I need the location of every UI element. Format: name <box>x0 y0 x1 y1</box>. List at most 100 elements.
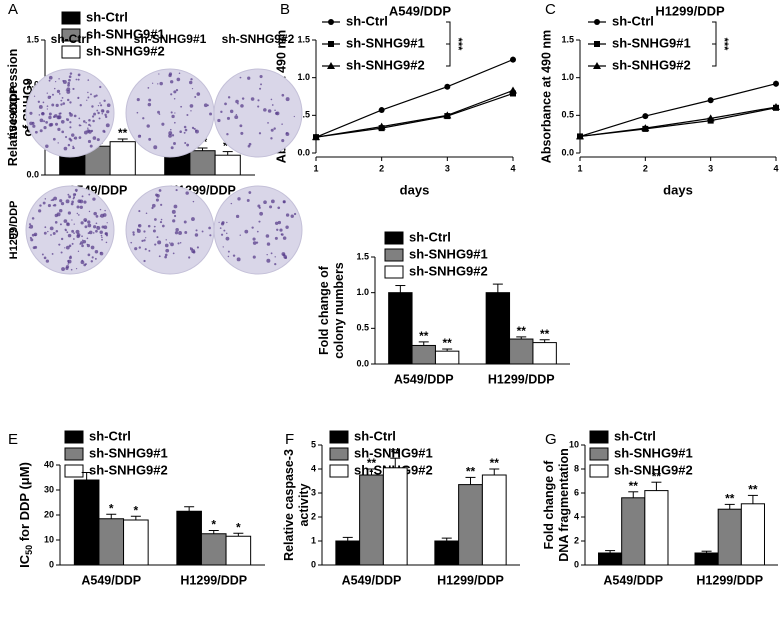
colony <box>92 197 96 201</box>
colony <box>66 87 71 92</box>
y-tick-label: 0.5 <box>356 323 369 333</box>
colony <box>77 78 80 81</box>
y-tick-label: 30 <box>44 484 54 494</box>
colony <box>171 114 175 119</box>
colony <box>227 250 230 253</box>
panel-letter: G <box>545 431 557 448</box>
bar <box>644 490 669 566</box>
colony <box>263 108 267 112</box>
colony <box>85 121 87 124</box>
colony <box>234 115 239 120</box>
colony <box>156 236 159 239</box>
colony <box>157 240 162 245</box>
y-axis-label-part: for DDP (μM) <box>17 462 32 545</box>
bar <box>458 484 483 566</box>
colony <box>240 131 244 135</box>
colony <box>259 87 262 90</box>
legend-label: sh-SNHG9#2 <box>612 57 691 72</box>
legend-swatch <box>64 447 84 461</box>
y-tick-label: 0.0 <box>297 147 310 157</box>
colony-dish <box>213 185 303 275</box>
point <box>772 103 780 111</box>
colony <box>67 81 71 85</box>
point <box>642 113 649 120</box>
colony <box>103 225 108 230</box>
colony <box>160 218 163 221</box>
colony <box>48 75 53 80</box>
colony <box>73 114 77 118</box>
colony <box>276 228 279 231</box>
point <box>641 124 650 132</box>
colony <box>148 249 151 252</box>
colony <box>93 95 96 98</box>
x-tick-label: 3 <box>708 163 713 173</box>
colony <box>48 79 51 82</box>
colony <box>60 251 63 254</box>
colony <box>138 246 141 249</box>
colony <box>65 245 70 250</box>
x-tick-label: 1 <box>313 163 318 173</box>
colony <box>186 113 189 117</box>
legend-swatch <box>61 28 81 42</box>
legend-swatch <box>64 464 84 478</box>
x-tick-label: 3 <box>445 163 450 173</box>
colony <box>152 229 156 233</box>
significance: ** <box>725 492 735 506</box>
bar <box>359 474 384 566</box>
colony <box>141 239 144 242</box>
colony <box>219 227 222 229</box>
legend-swatch <box>61 11 81 25</box>
y-tick-label: 40 <box>44 459 54 469</box>
colony <box>74 193 77 196</box>
colony <box>44 226 47 229</box>
point <box>443 111 452 119</box>
colony <box>59 199 63 203</box>
colony <box>154 243 157 246</box>
colony <box>47 230 49 233</box>
colony <box>64 247 66 249</box>
colony <box>217 118 221 123</box>
colony <box>257 204 261 208</box>
colony <box>161 122 165 126</box>
colony <box>88 123 91 127</box>
legend-swatch <box>64 430 84 444</box>
colony <box>106 110 110 114</box>
colony <box>67 193 70 196</box>
colony <box>159 81 163 86</box>
colony <box>69 72 73 75</box>
colony <box>240 104 244 108</box>
colony <box>34 130 38 134</box>
bar <box>411 344 436 365</box>
colony <box>178 72 181 75</box>
colony <box>256 230 259 233</box>
colony <box>146 124 150 128</box>
colony <box>87 139 92 144</box>
bar <box>740 503 765 566</box>
colony <box>104 115 108 119</box>
colony <box>257 105 260 108</box>
bar <box>214 154 241 176</box>
colony <box>39 129 43 133</box>
colony <box>136 111 139 114</box>
colony <box>270 128 274 132</box>
significance: * <box>236 520 241 534</box>
colony <box>91 115 95 118</box>
significance: * <box>134 503 139 517</box>
colony <box>250 97 255 101</box>
colony <box>138 210 141 213</box>
colony <box>201 230 204 233</box>
colony <box>227 255 230 258</box>
colony <box>137 134 142 138</box>
legend-swatch <box>329 447 349 461</box>
significance: * <box>109 501 114 515</box>
colony <box>151 206 154 210</box>
colony <box>270 137 273 140</box>
legend-swatch <box>589 464 609 478</box>
colony <box>132 231 135 234</box>
colony <box>258 220 261 223</box>
image-row-label: A549/DDP <box>8 87 20 140</box>
colony <box>58 78 60 80</box>
bar <box>335 540 361 566</box>
colony <box>130 241 133 244</box>
series-line <box>315 92 514 138</box>
